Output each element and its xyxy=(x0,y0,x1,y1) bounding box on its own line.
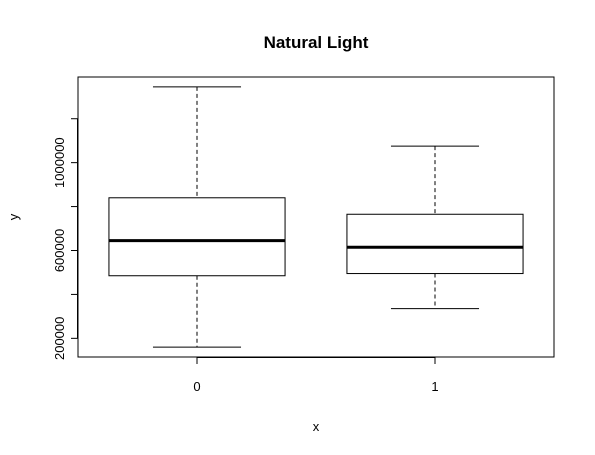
x-tick-label: 1 xyxy=(431,379,438,394)
iqr-box xyxy=(346,213,524,275)
chart-title: Natural Light xyxy=(264,33,369,52)
iqr-box xyxy=(108,197,286,277)
x-axis-label: x xyxy=(313,419,320,434)
y-axis: 200000 600000 1000000 xyxy=(52,118,78,360)
x-tick-label: 0 xyxy=(193,379,200,394)
y-tick-label: 200000 xyxy=(52,317,67,360)
y-tick-label: 600000 xyxy=(52,229,67,272)
box-group-1 xyxy=(346,145,524,310)
y-axis-label: y xyxy=(6,213,21,220)
plot-frame xyxy=(77,76,555,358)
box-group-0 xyxy=(108,86,286,348)
boxes-group xyxy=(108,86,524,348)
y-tick-label: 1000000 xyxy=(52,137,67,188)
